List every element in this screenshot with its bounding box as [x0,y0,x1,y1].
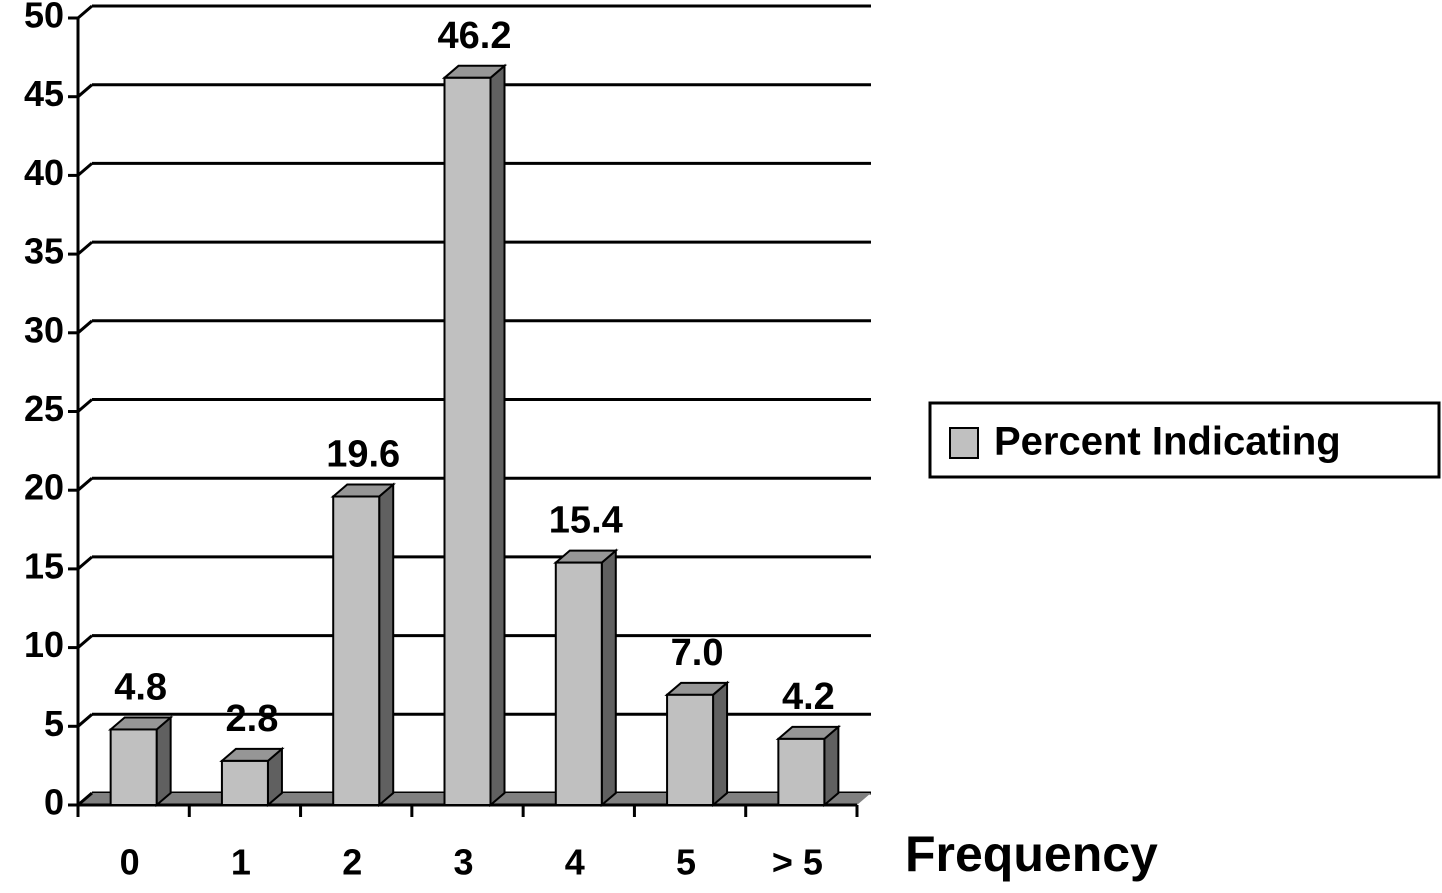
y-tick-label: 25 [24,388,64,429]
bar [443,76,492,806]
data-label: 4.2 [782,676,835,718]
y-tick-label: 5 [44,703,64,744]
y-tick-label: 30 [24,309,64,350]
y-tick-depth [77,791,93,807]
x-tick-label: > 5 [772,842,823,883]
data-label: 46.2 [438,15,512,57]
data-label: 4.8 [114,666,167,708]
y-tick-depth [77,83,93,98]
y-tick-depth [77,240,93,256]
bar [220,759,269,806]
y-tick-label: 15 [24,545,64,586]
y-tick-label: 10 [24,624,64,665]
x-tick-label: 1 [231,842,251,883]
bar-side [600,548,617,808]
bar-side [712,680,729,808]
x-tick-label: 0 [120,842,140,883]
bar-side [155,715,172,808]
bar-side [489,63,506,808]
bar [109,728,158,806]
y-tick-label: 0 [44,782,64,823]
bar [332,495,381,806]
y-tick-depth [77,398,93,413]
y-tick-depth [77,555,93,571]
y-tick-label: 35 [24,231,64,272]
y-tick-depth [77,713,93,728]
x-axis-title: Frequency [905,826,1158,882]
y-tick-label: 20 [24,467,64,508]
bar-side [823,724,840,808]
y-tick-label: 40 [24,152,64,193]
x-tick-label: 2 [342,842,362,883]
bar [777,737,826,807]
x-tick-label: 5 [676,842,696,883]
data-label: 19.6 [326,434,400,476]
y-tick-depth [77,4,93,20]
y-tick-depth [77,634,93,649]
legend-label: Percent Indicating [994,420,1341,464]
bar [554,561,603,806]
bar [666,693,715,807]
bar-side [378,482,395,808]
legend-swatch [949,427,979,459]
data-label: 7.0 [671,632,724,674]
y-tick-depth [77,319,93,334]
y-tick-depth [77,477,93,492]
y-tick-depth [77,162,93,177]
y-tick-label: 50 [24,0,64,36]
x-tick-label: 3 [453,842,473,883]
y-tick-label: 45 [24,73,64,114]
data-label: 15.4 [549,500,623,542]
legend-box [928,401,1441,479]
data-label: 2.8 [226,698,279,740]
x-tick-label: 4 [565,842,585,883]
